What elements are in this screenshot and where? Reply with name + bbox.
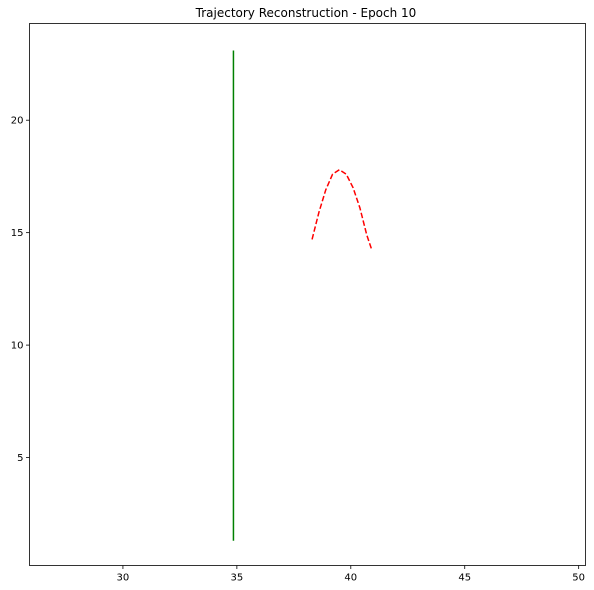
series-line-2 [311,168,373,249]
y-axis: 5 10 15 20 [11,116,30,464]
y-tick-label: 20 [11,116,24,127]
x-tick-label: 35 [230,573,243,584]
y-tick-label: 15 [11,228,24,239]
x-axis: 30 35 40 45 50 [117,565,585,584]
x-tick-label: 30 [117,573,130,584]
plot-frame [29,23,586,566]
x-tick-label: 40 [344,573,357,584]
chart-title: Trajectory Reconstruction - Epoch 10 [195,6,417,20]
y-tick-label: 5 [17,453,23,464]
series-layer [232,50,373,541]
x-tick-label: 50 [572,573,585,584]
y-tick-label: 10 [11,341,24,352]
x-tick-label: 45 [458,573,471,584]
